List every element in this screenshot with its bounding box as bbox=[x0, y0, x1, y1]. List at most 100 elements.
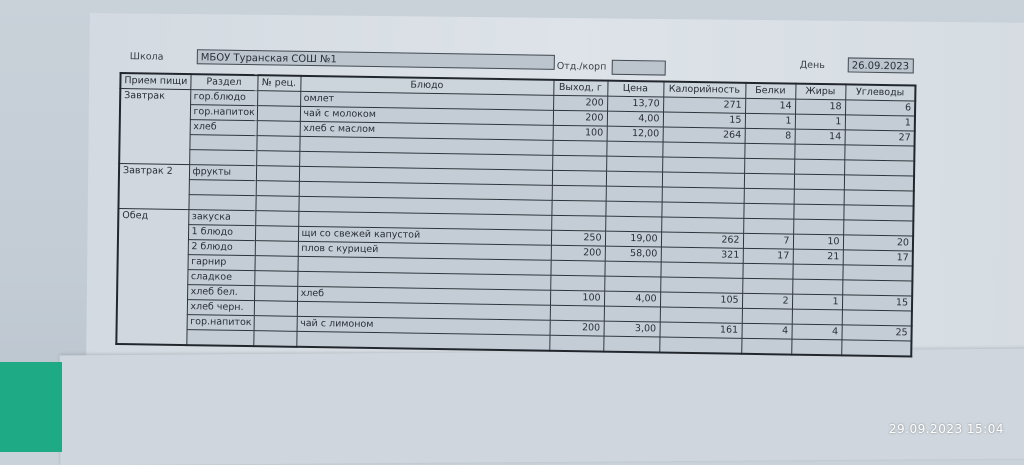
table-cell: 19,00 bbox=[604, 231, 662, 248]
table-cell bbox=[662, 157, 745, 174]
table-cell bbox=[841, 309, 912, 326]
table-cell: 200 bbox=[550, 245, 605, 262]
photo-timestamp: 29.09.2023 15:04 bbox=[888, 422, 1004, 436]
table-cell: 4 bbox=[791, 324, 842, 340]
meal-name: Завтрак 2 bbox=[118, 163, 190, 210]
table-cell bbox=[550, 275, 605, 292]
paper-sheet-below bbox=[59, 348, 1024, 465]
meal-name: Завтрак bbox=[119, 88, 191, 165]
table-cell bbox=[253, 330, 297, 347]
table-cell bbox=[793, 174, 845, 190]
table-cell bbox=[844, 159, 915, 176]
table-cell bbox=[843, 189, 914, 206]
table-cell: 15 bbox=[662, 112, 746, 129]
table-cell: 100 bbox=[549, 290, 605, 307]
table-cell: 1 bbox=[791, 294, 843, 310]
table-cell bbox=[662, 142, 745, 159]
table-cell bbox=[254, 285, 298, 302]
table-cell bbox=[744, 143, 795, 160]
dept-field bbox=[611, 59, 666, 76]
table-cell bbox=[793, 204, 844, 220]
table-cell bbox=[794, 159, 845, 175]
table-cell bbox=[743, 173, 795, 190]
table-cell: закуска bbox=[188, 209, 256, 226]
table-cell bbox=[604, 276, 661, 293]
table-cell bbox=[188, 179, 256, 196]
dept-label: Отд./корп bbox=[556, 60, 607, 73]
table-cell: 14 bbox=[745, 98, 796, 115]
table-cell bbox=[791, 339, 842, 356]
table-cell bbox=[842, 264, 913, 281]
table-cell: 1 bbox=[744, 113, 796, 130]
table-cell bbox=[604, 261, 661, 278]
table-cell bbox=[743, 188, 794, 205]
table-cell bbox=[792, 264, 843, 280]
table-cell: 12,00 bbox=[606, 126, 663, 143]
table-cell bbox=[257, 90, 301, 107]
table-cell bbox=[254, 225, 299, 242]
table-cell: 17 bbox=[742, 248, 793, 265]
menu-table: Прием пищи Раздел № рец. Блюдо Выход, г Цена К… bbox=[115, 71, 917, 358]
column-header: № рец. bbox=[257, 75, 301, 92]
table-cell bbox=[603, 306, 660, 323]
table-cell: сладкое bbox=[187, 269, 255, 286]
table-cell bbox=[660, 277, 743, 294]
table-cell: 14 bbox=[794, 129, 845, 145]
table-cell bbox=[254, 255, 298, 272]
table-cell bbox=[741, 338, 792, 355]
table-cell bbox=[551, 215, 606, 232]
table-cell bbox=[661, 187, 744, 204]
meal-name: Обед bbox=[116, 208, 189, 346]
table-cell: 10 bbox=[792, 234, 844, 250]
table-cell bbox=[552, 155, 607, 172]
table-cell bbox=[660, 262, 743, 279]
table-cell bbox=[253, 315, 297, 332]
column-header: Раздел bbox=[190, 74, 258, 91]
table-cell bbox=[549, 305, 604, 322]
day-field: 26.09.2023 bbox=[847, 57, 914, 74]
table-cell bbox=[661, 172, 745, 189]
table-cell: хлеб бел. bbox=[187, 284, 255, 301]
table-cell bbox=[606, 156, 663, 173]
table-cell bbox=[256, 120, 300, 137]
table-cell: 2 блюдо bbox=[187, 239, 255, 256]
table-cell bbox=[551, 185, 606, 202]
table-cell bbox=[605, 171, 663, 188]
table-cell bbox=[843, 204, 914, 221]
menu-document: Школа МБОУ Туранская СОШ №1 Отд./корп Де… bbox=[115, 46, 920, 358]
table-cell bbox=[551, 200, 606, 217]
table-cell bbox=[742, 278, 793, 295]
table-cell bbox=[256, 105, 301, 122]
column-header: Белки bbox=[745, 82, 796, 100]
table-cell: 21 bbox=[792, 249, 843, 265]
table-cell: 20 bbox=[842, 234, 914, 251]
table-cell bbox=[255, 210, 299, 227]
table-cell: 1 bbox=[794, 114, 846, 130]
table-cell: гарнир bbox=[187, 254, 255, 271]
table-cell: 250 bbox=[550, 230, 606, 247]
table-cell bbox=[255, 180, 299, 197]
table-cell bbox=[189, 149, 257, 166]
table-cell bbox=[256, 150, 300, 167]
table-cell: 27 bbox=[844, 129, 915, 146]
table-cell bbox=[659, 337, 742, 354]
school-label: Школа bbox=[129, 51, 164, 63]
table-cell bbox=[659, 307, 742, 324]
table-cell: гор.блюдо bbox=[190, 89, 258, 106]
table-cell: 200 bbox=[552, 110, 608, 127]
table-cell: 8 bbox=[744, 128, 795, 145]
table-cell: 100 bbox=[552, 125, 607, 142]
table-cell: 264 bbox=[662, 127, 745, 144]
table-cell: 1 bbox=[844, 114, 915, 131]
table-cell bbox=[661, 202, 744, 219]
table-cell: 4 bbox=[741, 323, 792, 340]
table-cell bbox=[254, 270, 298, 287]
table-cell bbox=[742, 263, 793, 280]
table-cell bbox=[606, 141, 663, 158]
table-cell bbox=[296, 331, 550, 351]
table-cell bbox=[605, 186, 662, 203]
table-cell bbox=[794, 144, 845, 160]
table-cell: гор.напиток bbox=[189, 104, 258, 121]
table-cell: 200 bbox=[549, 320, 604, 337]
table-cell: 2 bbox=[741, 293, 793, 310]
